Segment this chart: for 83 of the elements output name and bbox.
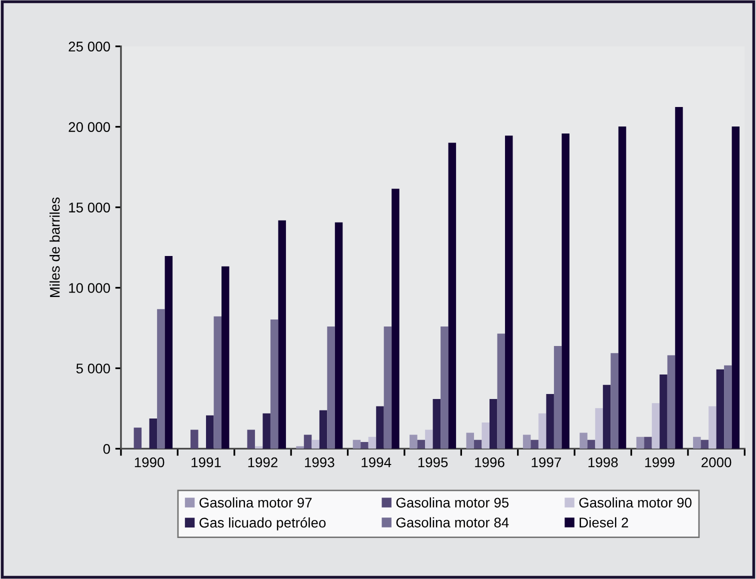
bar (376, 406, 384, 449)
bar (247, 430, 255, 449)
bar (490, 398, 498, 449)
bar (304, 434, 312, 449)
bar (724, 365, 732, 449)
bar (675, 107, 683, 449)
bar (270, 319, 278, 449)
bar (505, 136, 513, 449)
bar (522, 434, 531, 449)
bar (384, 326, 392, 449)
bar (602, 384, 611, 449)
bar (352, 440, 361, 449)
bar (667, 355, 676, 449)
bar (214, 316, 222, 449)
bar (610, 353, 618, 449)
bar (660, 374, 668, 449)
bar (652, 403, 660, 449)
x-tick-label: 1991 (192, 457, 221, 468)
bar (360, 442, 368, 449)
bar (262, 413, 270, 449)
bar (466, 432, 474, 449)
bar (618, 126, 626, 449)
legend-label: Diesel 2 (580, 517, 628, 528)
x-tick-label: 1990 (134, 457, 164, 468)
bar (587, 440, 596, 449)
bar (700, 440, 709, 449)
legend-label: Gasolina motor 90 (579, 497, 692, 508)
bar (530, 440, 538, 449)
bar (149, 418, 158, 449)
bar (278, 220, 286, 449)
bar (636, 436, 644, 449)
x-tick-label: 2000 (702, 457, 732, 468)
bar (319, 410, 328, 449)
bar (497, 334, 506, 449)
bar (708, 406, 716, 449)
bar (134, 428, 142, 449)
bar (392, 188, 400, 449)
legend-label: Gasolina motor 97 (200, 497, 312, 508)
y-tick-label: 10 000 (69, 283, 110, 293)
bar (157, 309, 165, 449)
legend-label: Gas licuado petróleo (200, 517, 326, 530)
bar (580, 432, 588, 449)
bar (732, 126, 740, 449)
y-tick-label: 25 000 (68, 42, 110, 52)
bar (562, 134, 570, 449)
y-tick-label: 15 000 (69, 202, 110, 212)
bar (440, 326, 448, 449)
y-tick-label: 5 000 (76, 364, 110, 374)
y-tick-label: 0 (103, 444, 110, 454)
bar (644, 436, 652, 449)
bar (410, 434, 418, 449)
x-tick-label: 1999 (645, 457, 674, 468)
bar (368, 436, 376, 449)
bar (164, 256, 173, 449)
bar (554, 346, 562, 449)
bar (206, 415, 214, 449)
x-tick-label: 1993 (305, 457, 334, 468)
bar (716, 369, 724, 449)
bar (595, 408, 603, 449)
x-tick-label: 1994 (362, 457, 392, 468)
bar (482, 422, 490, 449)
x-tick-label: 1996 (475, 457, 504, 468)
x-tick-label: 1998 (588, 457, 618, 468)
bar (334, 222, 343, 449)
bar (312, 440, 320, 449)
bar (417, 440, 426, 449)
bar (538, 413, 546, 449)
y-axis-title: Miles de barriles (50, 197, 60, 297)
legend-label: Gasolina motor 84 (396, 517, 509, 528)
bar (448, 142, 456, 449)
x-tick-label: 1992 (248, 457, 278, 468)
bar (546, 394, 554, 449)
bar (693, 436, 701, 449)
y-tick-label: 20 000 (68, 122, 110, 132)
bar (425, 430, 433, 449)
bar (222, 266, 230, 449)
bar (432, 398, 441, 449)
bar (327, 326, 335, 449)
legend-label: Gasolina motor 95 (396, 497, 509, 508)
bar (474, 440, 482, 449)
x-tick-label: 1995 (418, 457, 448, 468)
x-tick-label: 1997 (532, 457, 561, 468)
bar (190, 430, 198, 449)
